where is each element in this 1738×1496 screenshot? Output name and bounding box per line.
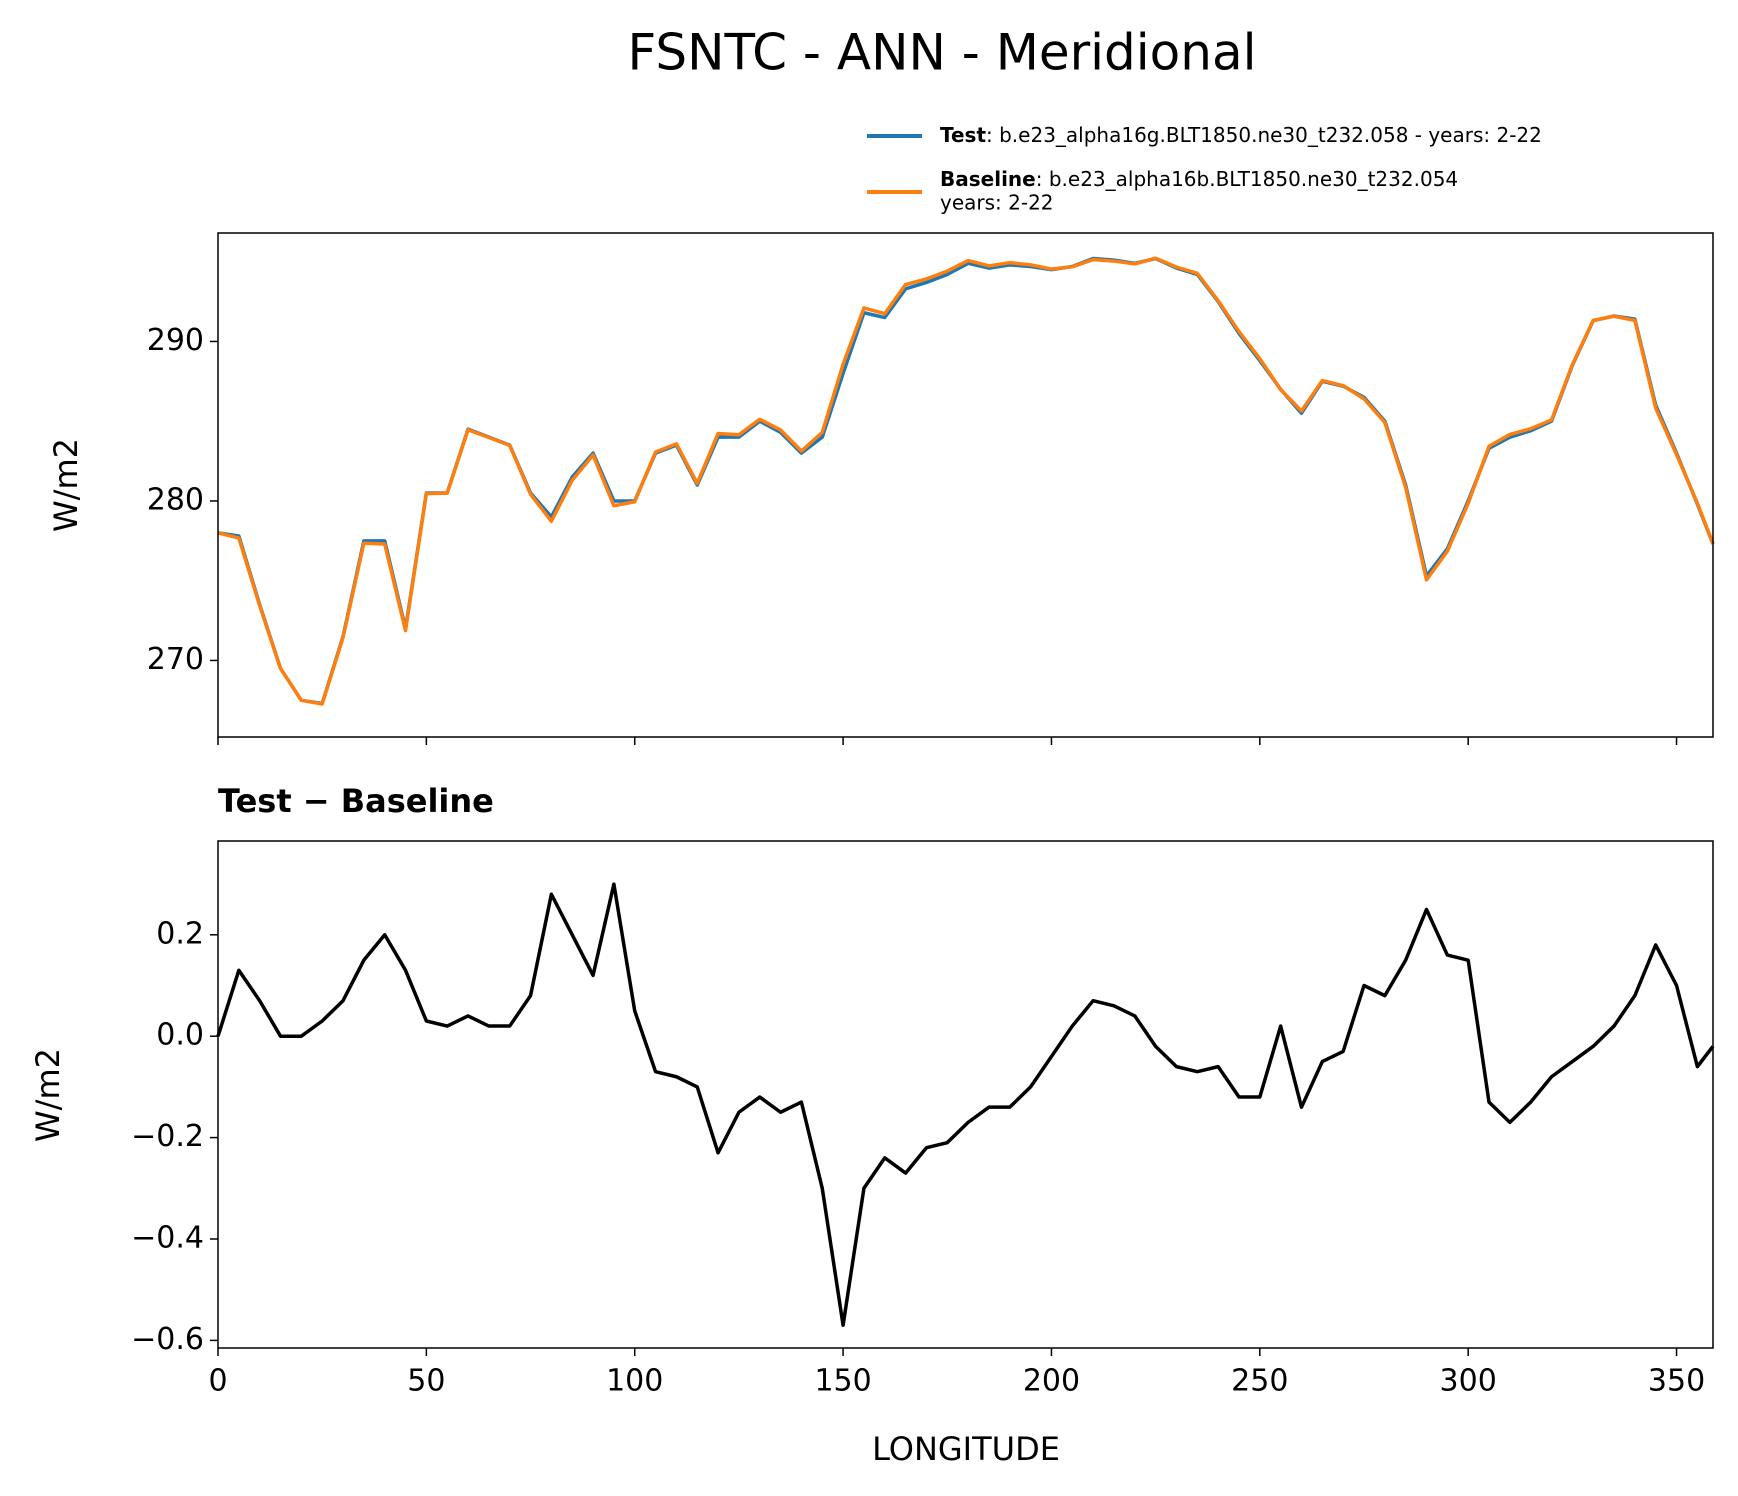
y-tick-label: −0.4 <box>131 1220 204 1255</box>
legend-detail: : b.e23_alpha16g.BLT1850.ne30_t232.058 -… <box>986 123 1542 147</box>
legend-detail: years: 2-22 <box>940 191 1054 215</box>
plot-frame <box>217 840 1714 1349</box>
x-tick-label: 0 <box>208 1364 227 1399</box>
y-tick-label: 0.2 <box>156 916 204 951</box>
y-tick-label: 280 <box>147 482 204 517</box>
y-axis-label: W/m2 <box>29 1048 67 1142</box>
data-line <box>217 256 1715 706</box>
legend-detail: : b.e23_alpha16b.BLT1850.ne30_t232.054 <box>1036 167 1458 191</box>
y-tick-label: 270 <box>147 642 204 677</box>
subplot-title: Test − Baseline <box>218 782 494 820</box>
x-tick-label: 100 <box>606 1364 663 1399</box>
data-line <box>216 882 1715 1327</box>
y-axis-label: W/m2 <box>47 438 85 532</box>
legend-name: Test <box>940 123 986 147</box>
x-axis-label: LONGITUDE <box>872 1430 1060 1468</box>
data-line <box>217 256 1715 706</box>
y-tick-label: 290 <box>147 323 204 358</box>
plot-frame <box>217 232 1714 738</box>
y-tick-label: −0.2 <box>131 1119 204 1154</box>
x-tick-label: 250 <box>1231 1364 1288 1399</box>
x-tick-label: 50 <box>407 1364 445 1399</box>
legend-name: Baseline <box>940 167 1036 191</box>
chart-title: FSNTC - ANN - Meridional <box>627 24 1256 82</box>
x-tick-label: 350 <box>1648 1364 1705 1399</box>
y-tick-label: −0.6 <box>131 1322 204 1357</box>
x-tick-label: 300 <box>1440 1364 1497 1399</box>
legend-label: Baseline: b.e23_alpha16b.BLT1850.ne30_t2… <box>940 167 1458 191</box>
x-tick-label: 150 <box>814 1364 871 1399</box>
y-tick-label: 0.0 <box>156 1018 204 1053</box>
x-tick-label: 200 <box>1023 1364 1080 1399</box>
legend-label: Test: b.e23_alpha16g.BLT1850.ne30_t232.0… <box>940 123 1542 147</box>
